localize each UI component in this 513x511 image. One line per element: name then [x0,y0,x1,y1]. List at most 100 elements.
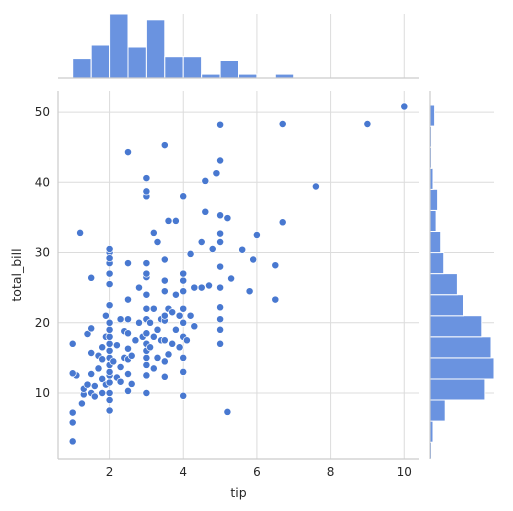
marginal-y-bar [429,188,439,211]
scatter-point [186,311,195,320]
scatter-point [98,389,107,397]
scatter-point [105,254,114,263]
scatter-point [142,174,151,183]
scatter-point [105,325,114,334]
scatter-point [105,396,114,404]
scatter-point [124,344,132,353]
scatter-point [363,120,372,128]
scatter-point [153,353,162,362]
marginal-y-bar [429,104,436,127]
x-axis-label: tip [230,485,246,500]
scatter-point [105,280,114,289]
scatter-point [124,386,132,395]
scatter-point [171,290,180,299]
scatter-point [160,141,169,150]
scatter-point [216,325,225,334]
scatter-point [216,339,225,348]
y-tick-label: 50 [35,105,50,119]
scatter-point [179,287,188,296]
scatter-point [87,324,96,333]
scatter-point [90,392,99,401]
scatter-point [87,370,96,378]
y-axis-label: total_bill [9,248,24,301]
scatter-point [105,332,114,341]
scatter-point [127,379,136,388]
scatter-point [87,349,96,357]
scatter-point [245,287,254,296]
x-tick-label: 8 [327,465,335,479]
scatter-point [105,245,114,253]
marginal-x-bar [145,19,166,79]
scatter-point [160,357,169,366]
scatter-point [94,364,103,373]
scatter-point [216,315,225,324]
scatter-point [112,341,121,350]
scatter-point [175,343,184,352]
scatter-point [68,408,77,417]
marginal-y-bar [429,399,446,422]
scatter-point [105,378,114,387]
scatter-point [149,304,158,313]
scatter-point [252,231,261,239]
x-tick-label: 2 [106,465,114,479]
scatter-point [90,382,99,390]
scatter-point [216,283,225,292]
x-tick-label: 10 [397,465,412,479]
scatter-point [98,343,107,352]
scatter-point [124,329,132,338]
marginal-x-bar [127,46,147,79]
scatter-point [171,216,180,225]
scatter-point [142,353,151,362]
scatter-point [400,102,409,111]
marginal-y-bar [429,252,445,275]
y-tick-label: 10 [35,386,50,400]
scatter-point [116,377,125,386]
scatter-point [142,187,151,196]
scatter-point [105,318,114,327]
scatter-point [142,259,151,268]
scatter-point [249,255,258,264]
scatter-point [68,369,77,378]
scatter-point [179,192,188,201]
scatter-point [142,304,151,313]
scatter-point [223,214,232,223]
scatter-point [98,374,107,383]
scatter-point [142,360,151,369]
scatter-point [190,283,199,292]
scatter-point [179,276,188,285]
marginal-y-bar [429,273,458,296]
scatter-point [124,315,132,324]
scatter-point [105,339,114,348]
marginal-x-bar [90,44,111,79]
scatter-point [168,308,177,317]
scatter-point [142,389,151,397]
scatter-point [83,330,92,338]
scatter-point [101,311,110,320]
marginal-y-bar [429,294,464,317]
marginal-x-bar [109,13,129,79]
scatter-point [160,336,169,345]
scatter-point [83,380,92,389]
scatter-point [175,311,184,320]
scatter-point [105,406,114,415]
marginal-y-bar [429,315,483,338]
scatter-point [278,218,287,227]
scatter-point [105,269,114,278]
scatter-point [186,249,195,258]
scatter-point [227,274,236,283]
scatter-point [116,363,125,371]
scatter-point [160,372,169,381]
y-tick-label: 30 [35,246,50,260]
scatter-point [179,269,188,278]
scatter-point [201,176,210,185]
scatter-point [271,261,280,270]
scatter-point [171,325,180,334]
scatter-point [105,346,114,355]
scatter-point [142,371,151,380]
scatter-point [205,281,213,290]
scatter-point [109,357,118,366]
scatter-point [127,351,136,360]
scatter-point [160,255,169,264]
